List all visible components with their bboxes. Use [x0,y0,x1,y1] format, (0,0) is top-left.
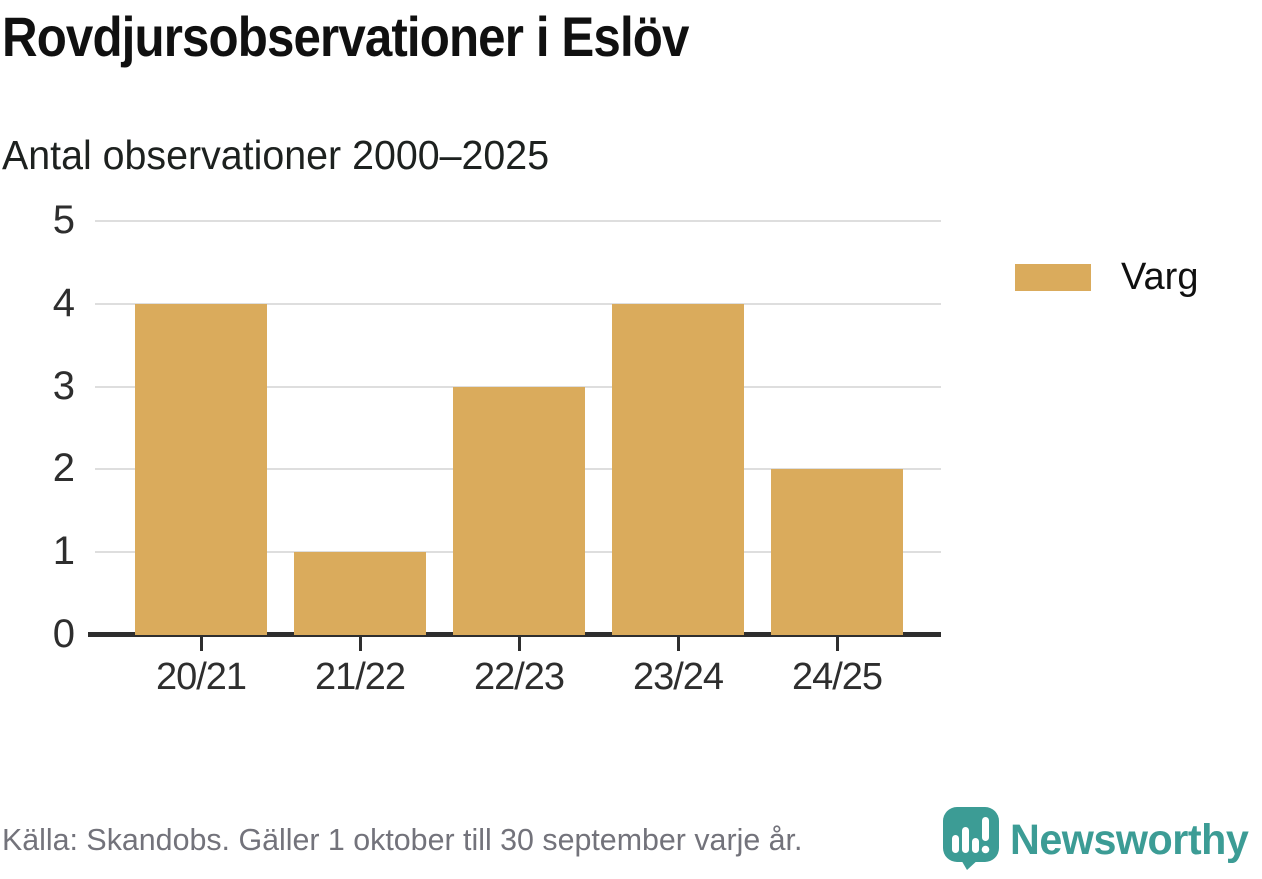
y-tick-label-5: 5 [52,198,75,243]
y-tick-label-1: 1 [52,529,75,574]
bar-23/24 [612,303,744,635]
gridline-5 [95,220,941,222]
brand-logo: Newsworthy [942,806,1258,875]
y-tick-label-4: 4 [52,280,75,325]
bar-21/22 [294,552,426,635]
bar-22/23 [453,386,585,635]
y-tick-label-2: 2 [52,446,75,491]
x-tick-label-20/21: 20/21 [155,656,247,698]
y-axis-labels: 0 1 2 3 4 5 [0,200,75,654]
gridline-3 [95,385,941,388]
x-tick-24/25 [835,637,839,651]
x-axis-labels: 20/21 21/22 22/23 23/24 24/25 [95,656,941,706]
y-tick-label-3: 3 [52,363,75,408]
x-tick-label-24/25: 24/25 [791,656,883,698]
brand-name: Newsworthy [1009,815,1249,864]
gridline-4 [95,302,941,305]
source-note: Källa: Skandobs. Gäller 1 oktober till 3… [2,822,803,857]
x-tick-21/22 [358,637,362,651]
x-tick-20/21 [199,637,203,651]
chart-title: Rovdjursobservationer i Eslöv [2,5,689,68]
newsworthy-chart-bubble-icon [942,806,1000,875]
legend: Varg [1015,255,1198,301]
x-tick-label-23/24: 23/24 [632,656,724,698]
plot-area [88,220,941,651]
x-tick-22/23 [517,637,521,651]
legend-swatch-varg [1015,264,1091,292]
y-tick-label-0: 0 [52,612,75,657]
x-tick-label-22/23: 22/23 [473,656,565,698]
footer: Källa: Skandobs. Gäller 1 oktober till 3… [2,806,1258,875]
bar-24/25 [771,469,903,635]
x-tick-23/24 [676,637,680,651]
chart-subtitle: Antal observationer 2000–2025 [2,132,550,178]
bar-20/21 [135,303,267,635]
legend-label: Varg [1121,256,1199,298]
x-tick-label-21/22: 21/22 [314,656,406,698]
